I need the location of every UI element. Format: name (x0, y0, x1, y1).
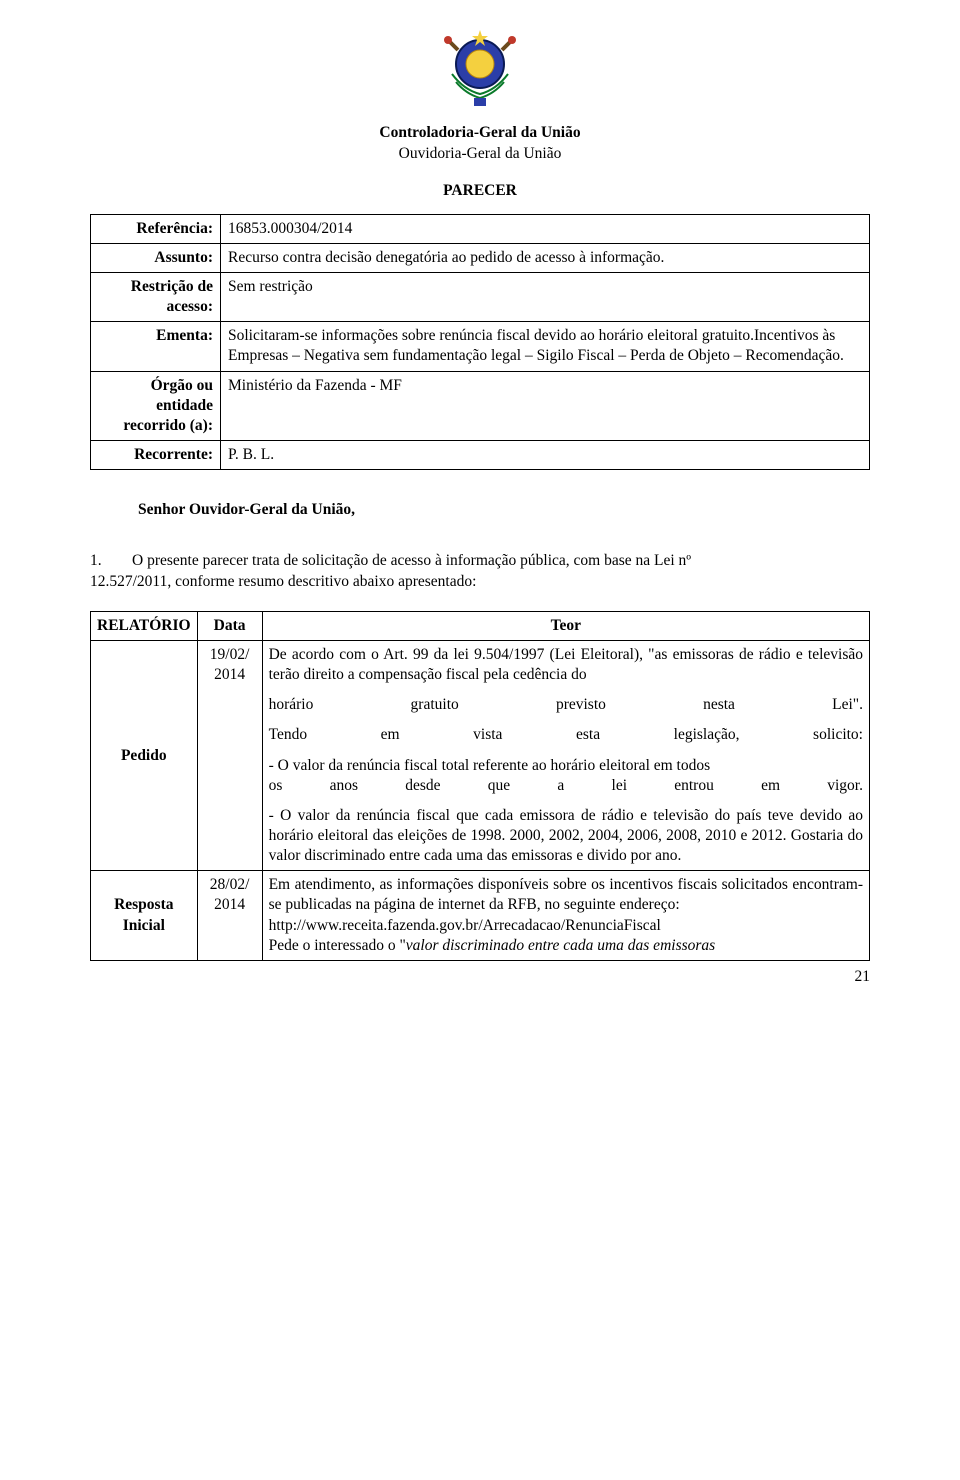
coat-of-arms-icon (436, 20, 524, 117)
body-text-line2: 12.527/2011, conforme resumo descritivo … (90, 573, 476, 590)
table-row: Resposta Inicial 28/02/ 2014 Em atendime… (91, 871, 870, 961)
row-teor: Em atendimento, as informações disponíve… (262, 871, 869, 961)
table-row: Ementa: Solicitaram-se informações sobre… (91, 322, 870, 371)
meta-value: Solicitaram-se informações sobre renúnci… (221, 322, 870, 371)
teor-text: Pede o interessado o " (269, 937, 406, 954)
meta-label: Assunto: (91, 243, 221, 272)
teor-text: os anos desde que a lei entrou em vigor. (269, 776, 863, 796)
teor-text: Tendo em vista esta legislação, solicito… (269, 725, 863, 745)
parecer-heading: PARECER (90, 181, 870, 202)
relatorio-table: RELATÓRIO Data Teor Pedido 19/02/ 2014 D… (90, 611, 870, 961)
col-teor: Teor (262, 611, 869, 640)
meta-value: Recurso contra decisão denegatória ao pe… (221, 243, 870, 272)
metadata-table: Referência: 16853.000304/2014 Assunto: R… (90, 214, 870, 470)
org-subtitle: Ouvidoria-Geral da União (90, 144, 870, 165)
org-title: Controladoria-Geral da União (90, 123, 870, 144)
col-data: Data (197, 611, 262, 640)
teor-text: http://www.receita.fazenda.gov.br/Arreca… (269, 917, 661, 934)
salutation: Senhor Ouvidor-Geral da União, (138, 500, 870, 521)
teor-text: Em atendimento, as informações disponíve… (269, 876, 863, 913)
table-row: Órgão ou entidade recorrido (a): Ministé… (91, 371, 870, 440)
meta-value: Ministério da Fazenda - MF (221, 371, 870, 440)
paragraph-number: 1. (90, 551, 132, 572)
meta-value: Sem restrição (221, 272, 870, 321)
body-text-line1: O presente parecer trata de solicitação … (132, 552, 691, 569)
body-paragraph: 1.O presente parecer trata de solicitaçã… (90, 551, 870, 593)
row-date: 28/02/ 2014 (197, 871, 262, 961)
document-header: Controladoria-Geral da União Ouvidoria-G… (90, 20, 870, 202)
row-label-resposta: Resposta Inicial (91, 871, 198, 961)
meta-label: Órgão ou entidade recorrido (a): (91, 371, 221, 440)
table-header-row: RELATÓRIO Data Teor (91, 611, 870, 640)
table-row: Restrição de acesso: Sem restrição (91, 272, 870, 321)
teor-text-italic: valor discriminado entre cada uma das em… (406, 937, 715, 954)
row-date: 19/02/ 2014 (197, 641, 262, 871)
teor-text: horário gratuito previsto nesta Lei". (269, 695, 863, 715)
table-row: Pedido 19/02/ 2014 De acordo com o Art. … (91, 641, 870, 871)
row-teor: De acordo com o Art. 99 da lei 9.504/199… (262, 641, 869, 871)
meta-label: Ementa: (91, 322, 221, 371)
table-row: Assunto: Recurso contra decisão denegató… (91, 243, 870, 272)
meta-value: P. B. L. (221, 440, 870, 469)
meta-label: Recorrente: (91, 440, 221, 469)
meta-label: Restrição de acesso: (91, 272, 221, 321)
col-relatorio: RELATÓRIO (91, 611, 198, 640)
table-row: Referência: 16853.000304/2014 (91, 214, 870, 243)
teor-text: - O valor da renúncia fiscal que cada em… (269, 806, 863, 866)
teor-text: De acordo com o Art. 99 da lei 9.504/199… (269, 646, 863, 683)
page-number: 21 (90, 967, 870, 988)
teor-text: - O valor da renúncia fiscal total refer… (269, 756, 863, 776)
meta-value: 16853.000304/2014 (221, 214, 870, 243)
meta-label: Referência: (91, 214, 221, 243)
table-row: Recorrente: P. B. L. (91, 440, 870, 469)
row-label-pedido: Pedido (91, 641, 198, 871)
